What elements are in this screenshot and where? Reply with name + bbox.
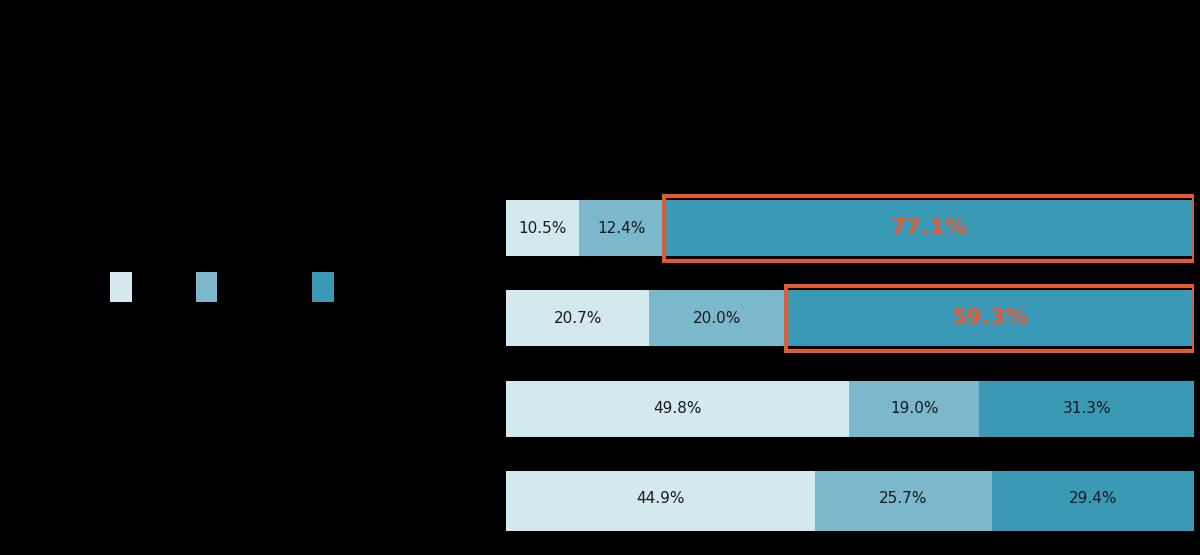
Bar bbox=[506, 466, 815, 531]
Text: 25.7%: 25.7% bbox=[880, 491, 928, 506]
Bar bbox=[506, 256, 1194, 290]
Bar bbox=[578, 196, 664, 261]
Bar bbox=[506, 376, 1194, 441]
Bar bbox=[506, 437, 1194, 471]
Bar bbox=[786, 286, 1194, 351]
Text: 49.8%: 49.8% bbox=[653, 401, 702, 416]
Text: 10.5%: 10.5% bbox=[518, 221, 566, 236]
Text: 20.7%: 20.7% bbox=[553, 311, 601, 326]
Bar bbox=[506, 376, 848, 441]
Bar bbox=[815, 466, 992, 531]
Text: 29.4%: 29.4% bbox=[1069, 491, 1117, 506]
Text: 20.0%: 20.0% bbox=[694, 311, 742, 326]
Bar bbox=[506, 166, 1194, 200]
Bar bbox=[506, 286, 649, 351]
Bar bbox=[848, 376, 979, 441]
Bar bbox=[506, 346, 1194, 381]
Bar bbox=[979, 376, 1195, 441]
Bar bbox=[649, 286, 786, 351]
Text: 77.1%: 77.1% bbox=[890, 218, 967, 238]
Bar bbox=[664, 196, 1194, 261]
Bar bbox=[506, 286, 1194, 351]
Bar bbox=[506, 466, 1194, 531]
Bar bbox=[992, 466, 1194, 531]
Bar bbox=[506, 196, 1194, 261]
Text: 59.3%: 59.3% bbox=[952, 309, 1028, 329]
Text: 12.4%: 12.4% bbox=[598, 221, 646, 236]
Text: 44.9%: 44.9% bbox=[636, 491, 685, 506]
Text: 31.3%: 31.3% bbox=[1063, 401, 1111, 416]
Text: 19.0%: 19.0% bbox=[890, 401, 938, 416]
Bar bbox=[506, 196, 578, 261]
